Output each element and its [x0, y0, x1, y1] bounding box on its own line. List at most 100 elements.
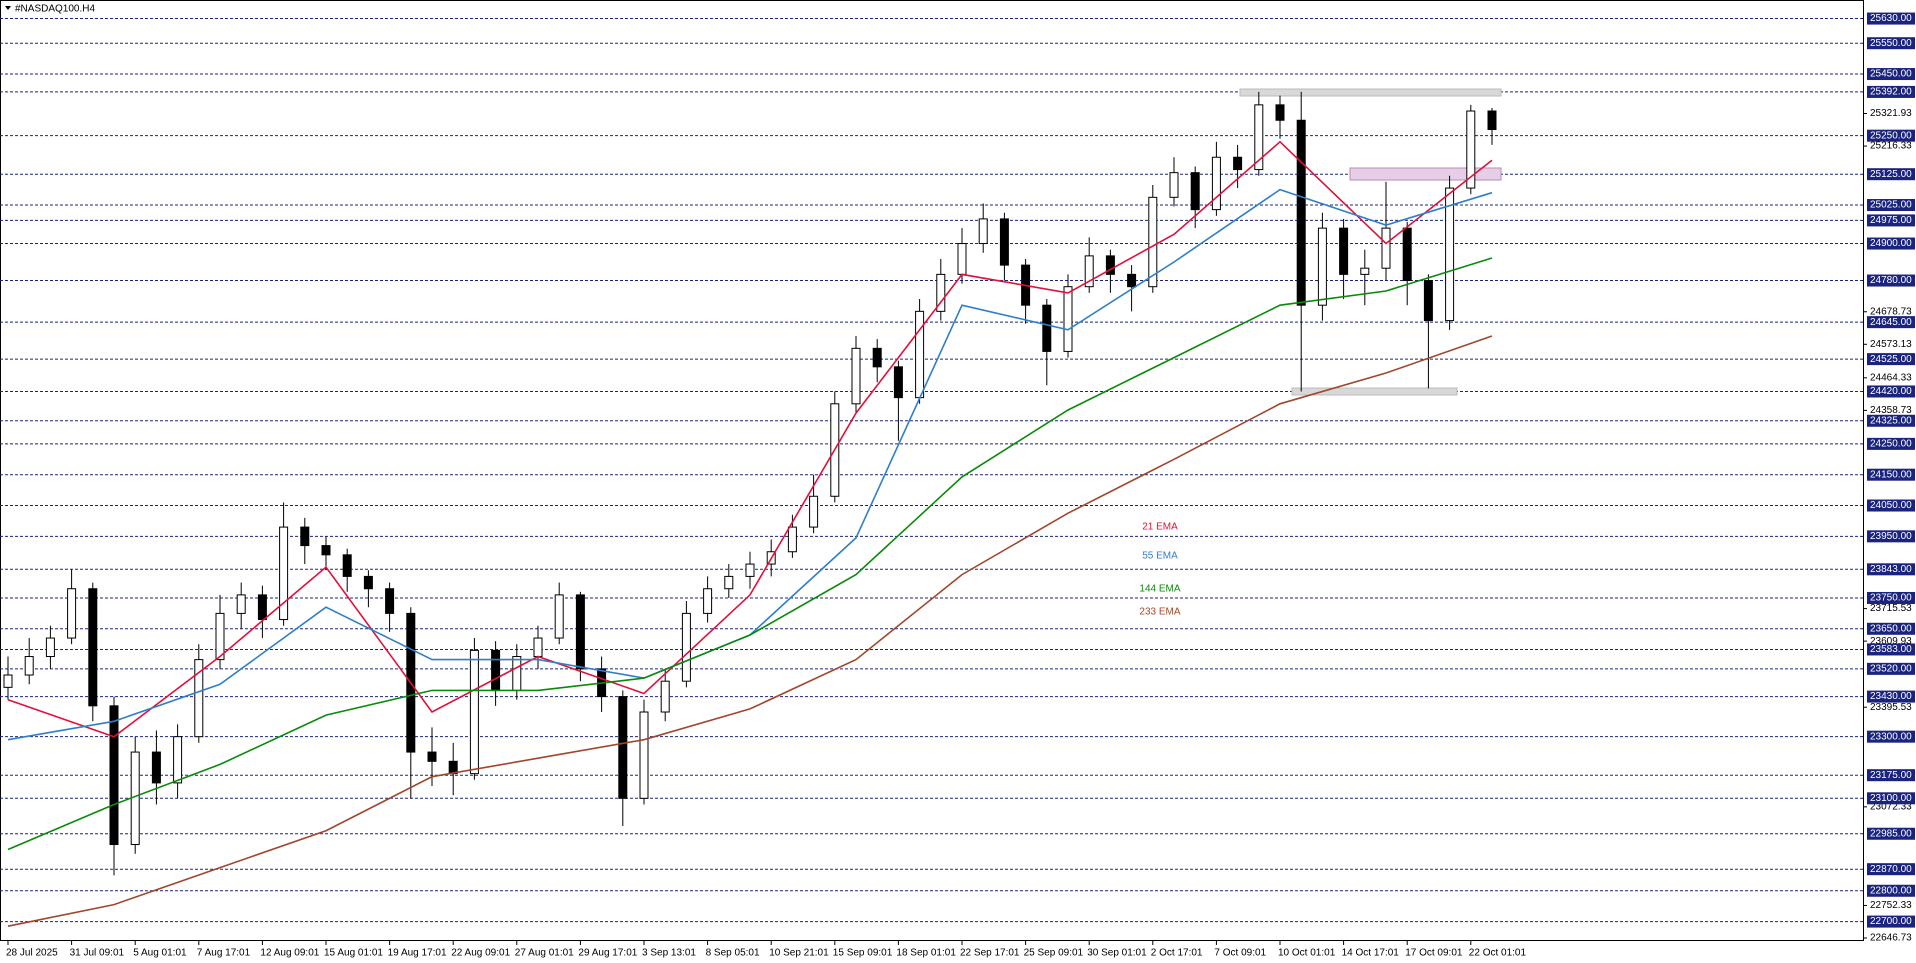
y-tick-label: 24358.73 [1870, 405, 1912, 416]
candle-body [427, 751, 437, 762]
level-label: 23430.00 [1870, 691, 1912, 702]
level-label: 24420.00 [1870, 386, 1912, 397]
level-label: 25630.00 [1870, 13, 1912, 24]
candle-body [1466, 110, 1476, 189]
x-tick-label: 19 Aug 17:01 [388, 948, 447, 959]
candle-body [342, 554, 352, 577]
candle-body [109, 705, 119, 846]
level-label: 23175.00 [1870, 770, 1912, 781]
candle-body [893, 366, 903, 399]
candle-body [3, 674, 13, 688]
level-label: 23843.00 [1870, 564, 1912, 575]
level-tag [1867, 827, 1915, 840]
candle-body [787, 526, 797, 553]
x-tick-label: 2 Oct 17:01 [1151, 948, 1203, 959]
level-tag [1867, 643, 1915, 656]
candle-body [469, 649, 479, 775]
level-tag [1867, 37, 1915, 50]
level-tag [1867, 769, 1915, 782]
level-label: 24900.00 [1870, 238, 1912, 249]
x-tick-label: 31 Jul 09:01 [70, 948, 125, 959]
level-tag [1867, 499, 1915, 512]
x-tick-label: 12 Aug 09:01 [260, 948, 319, 959]
level-label: 24250.00 [1870, 439, 1912, 450]
candle-body [809, 495, 819, 528]
level-label: 22700.00 [1870, 916, 1912, 927]
candle-body [915, 310, 925, 399]
y-tick-label: 24678.73 [1870, 306, 1912, 317]
level-label: 24975.00 [1870, 215, 1912, 226]
y-tick-label: 25321.93 [1870, 108, 1912, 119]
y-tick-label: 23715.53 [1870, 603, 1912, 614]
y-tick-label: 22646.73 [1870, 933, 1912, 944]
ema-line [7, 335, 1493, 927]
level-tag [1867, 915, 1915, 928]
level-label: 25392.00 [1870, 87, 1912, 98]
level-tag [1867, 437, 1915, 450]
candle-body [1445, 187, 1455, 322]
menu-icon[interactable] [5, 6, 11, 10]
marks [3, 91, 1497, 927]
candle-body [1169, 172, 1179, 198]
candle-body [194, 659, 204, 738]
level-tag [1867, 68, 1915, 81]
candle-body [1190, 172, 1200, 211]
level-tag [1867, 730, 1915, 743]
level-tag [1867, 385, 1915, 398]
candle-body [1105, 255, 1115, 275]
candle-body [957, 243, 967, 275]
candle-body [703, 588, 713, 614]
y-tick-label: 25216.33 [1870, 141, 1912, 152]
candle-body [660, 680, 670, 713]
candle-body [1360, 267, 1370, 275]
level-label: 23950.00 [1870, 531, 1912, 542]
candle-body [300, 526, 310, 547]
legend-label: 144 EMA [1139, 584, 1180, 595]
y-tick-label: 23072.33 [1870, 801, 1912, 812]
candle-body [872, 347, 882, 368]
support-zone [1291, 387, 1458, 396]
level-label: 23583.00 [1870, 644, 1912, 655]
plot-frame [0, 0, 1864, 941]
x-tick-label: 10 Oct 01:01 [1278, 948, 1336, 959]
level-tag [1867, 237, 1915, 250]
level-tag [1867, 199, 1915, 212]
y-tick-label: 23395.53 [1870, 702, 1912, 713]
level-tag [1867, 129, 1915, 142]
legend-label: 21 EMA [1142, 522, 1178, 533]
legend-label: 55 EMA [1142, 551, 1178, 562]
x-tick-label: 17 Oct 09:01 [1405, 948, 1463, 959]
level-label: 23520.00 [1870, 664, 1912, 675]
candle-body [512, 656, 522, 691]
level-tag [1867, 316, 1915, 329]
level-label: 22870.00 [1870, 864, 1912, 875]
x-tick-label: 25 Sep 09:01 [1024, 948, 1084, 959]
level-label: 24525.00 [1870, 354, 1912, 365]
level-label: 23300.00 [1870, 731, 1912, 742]
level-tag [1867, 662, 1915, 675]
level-label: 22800.00 [1870, 885, 1912, 896]
candle-body [1275, 104, 1285, 121]
candle-body [575, 594, 585, 670]
x-tick-label: 5 Aug 01:01 [133, 948, 187, 959]
x-tick-label: 7 Aug 17:01 [197, 948, 251, 959]
x-tick-label: 10 Sep 21:01 [769, 948, 829, 959]
level-label: 23100.00 [1870, 793, 1912, 804]
candle-body [978, 218, 988, 245]
candle-body [88, 588, 98, 707]
x-tick-label: 30 Sep 01:01 [1087, 948, 1147, 959]
level-tag [1867, 353, 1915, 366]
candle-body [1317, 227, 1327, 306]
candle-body [554, 594, 564, 639]
candle-body [215, 612, 225, 661]
candle-body [151, 751, 161, 784]
level-tag [1867, 468, 1915, 481]
candle-body [385, 588, 395, 614]
candle-body [851, 347, 861, 405]
level-tag [1867, 168, 1915, 181]
y-tick-label: 24464.33 [1870, 372, 1912, 383]
candle-body [236, 594, 246, 614]
level-label: 23750.00 [1870, 593, 1912, 604]
candle-body [173, 736, 183, 784]
